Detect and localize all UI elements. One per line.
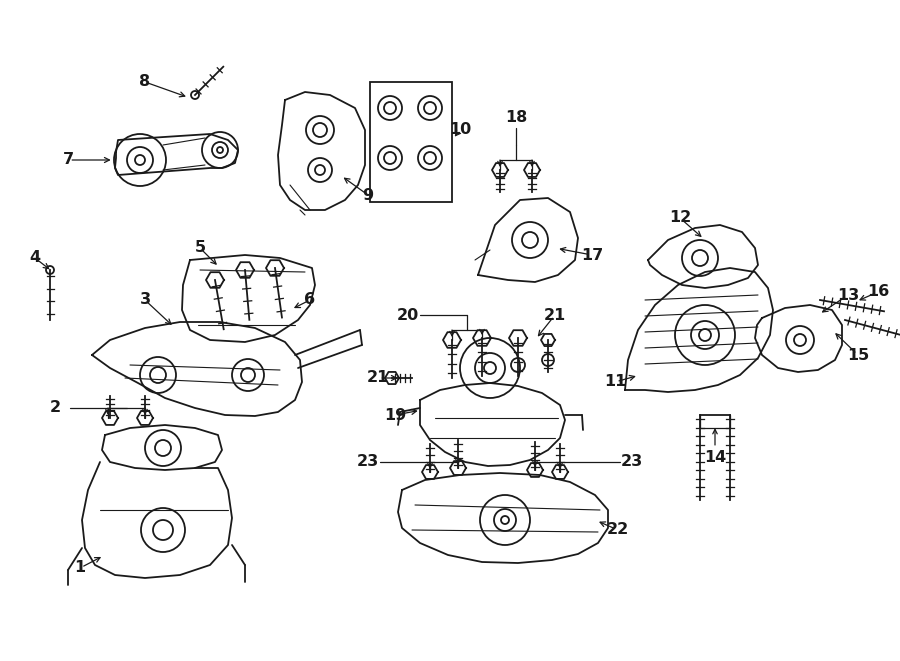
- Text: 4: 4: [30, 251, 40, 266]
- Text: 3: 3: [140, 293, 150, 307]
- Text: 15: 15: [847, 348, 869, 362]
- Text: 21: 21: [367, 371, 389, 385]
- Text: 16: 16: [867, 284, 889, 299]
- Text: 8: 8: [140, 75, 150, 89]
- Text: 23: 23: [621, 455, 644, 469]
- Text: 5: 5: [194, 241, 205, 256]
- Text: 19: 19: [384, 407, 406, 422]
- Text: 17: 17: [580, 247, 603, 262]
- Text: 23: 23: [357, 455, 379, 469]
- Text: 9: 9: [363, 188, 374, 202]
- Text: 11: 11: [604, 375, 626, 389]
- Text: 21: 21: [544, 307, 566, 323]
- Text: 12: 12: [669, 210, 691, 225]
- Bar: [370, 82, 452, 202]
- Text: 18: 18: [505, 110, 527, 126]
- Text: 1: 1: [75, 561, 86, 576]
- Text: 2: 2: [50, 401, 60, 416]
- Text: 22: 22: [607, 522, 629, 537]
- Text: 7: 7: [62, 153, 74, 167]
- Text: 14: 14: [704, 451, 726, 465]
- Text: 13: 13: [837, 288, 859, 303]
- Text: 6: 6: [304, 293, 316, 307]
- Text: 20: 20: [397, 307, 419, 323]
- Text: 10: 10: [449, 122, 471, 137]
